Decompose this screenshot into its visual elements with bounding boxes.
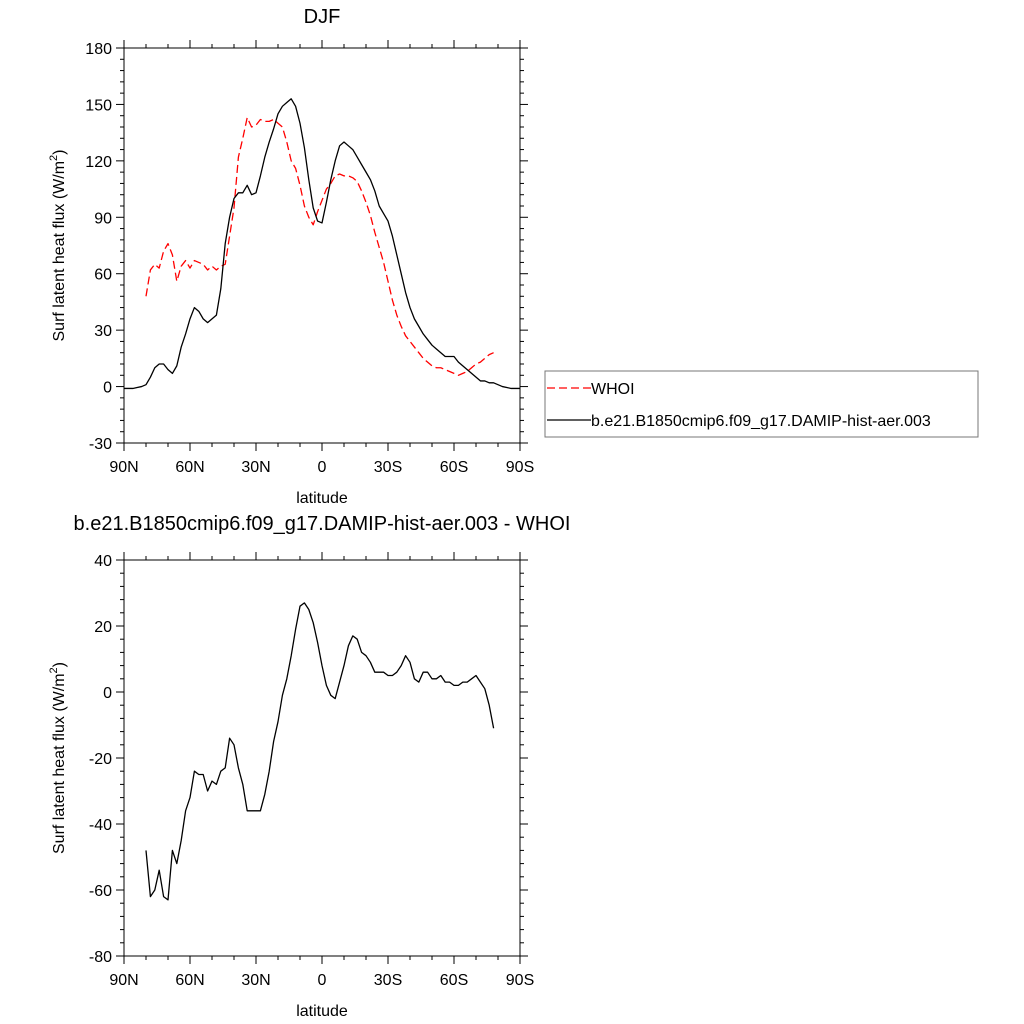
chart2-xlabel: latitude [296, 1003, 348, 1020]
chart2-xtick-label: 90N [109, 972, 138, 989]
chart2-ytick-label: -60 [89, 883, 112, 900]
top-chart: DJF -30 0 30 60 90 120 150 180 90N 60N 30N 0 30S 60S 90… [48, 6, 979, 507]
chart2-xtick-label: 90S [506, 972, 534, 989]
chart1-ytick-label: 0 [103, 380, 112, 397]
bottom-chart: b.e21.B1850cmip6.f09_g17.DAMIP-hist-aer.… [48, 513, 570, 1020]
chart1-xtick-label: 60S [440, 459, 468, 476]
chart2-ylabel-sup: 2 [48, 667, 60, 673]
chart1-series-line-whoi [145, 116, 494, 376]
chart2-xtick-label: 60N [175, 972, 204, 989]
chart1-ytick-label: -30 [89, 436, 112, 453]
chart2-ytick-label: 20 [94, 619, 112, 636]
chart1-plot-frame [123, 47, 521, 444]
legend-label-0: WHOI [591, 381, 635, 398]
chart2-ylabel: Surf latent heat flux (W/m2) [48, 662, 68, 854]
chart1-xtick-label: 30S [374, 459, 402, 476]
chart1-xtick-label: 90S [506, 459, 534, 476]
chart1-xtick-label: 0 [318, 459, 327, 476]
legend-label-1: b.e21.B1850cmip6.f09_g17.DAMIP-hist-aer.… [591, 413, 931, 430]
chart1-ytick-label: 120 [85, 154, 112, 171]
chart1-ylabel-sup: 2 [48, 155, 60, 161]
chart1-ylabel: Surf latent heat flux (W/m2) [48, 150, 68, 342]
chart1-ylabel-text: Surf latent heat flux (W/m [51, 161, 68, 342]
chart2-plot-frame [123, 559, 521, 957]
chart2-xtick-label: 30N [241, 972, 270, 989]
chart2-ylabel-text: Surf latent heat flux (W/m [51, 673, 68, 854]
chart2-title: b.e21.B1850cmip6.f09_g17.DAMIP-hist-aer.… [74, 513, 571, 535]
chart2-xtick-label: 60S [440, 972, 468, 989]
chart1-title: DJF [304, 6, 341, 28]
chart2-ylabel-close: ) [51, 662, 68, 667]
chart1-xtick-label: 30N [241, 459, 270, 476]
chart1-ytick-label: 150 [85, 97, 112, 114]
chart1-series-line-model [124, 98, 520, 390]
chart2-ytick-label: -20 [89, 751, 112, 768]
legend-box [544, 370, 979, 438]
chart1-xtick-label: 60N [175, 459, 204, 476]
chart2-ytick-label: -40 [89, 817, 112, 834]
chart2-series-line-difference [145, 602, 495, 901]
chart1-ytick-label: 90 [94, 210, 112, 227]
chart1-ylabel-close: ) [51, 150, 68, 155]
chart1-ytick-label: 60 [94, 267, 112, 284]
chart1-ytick-label: 30 [94, 323, 112, 340]
chart2-ytick-label: 40 [94, 553, 112, 570]
chart2-xtick-label: 30S [374, 972, 402, 989]
chart2-xtick-label: 0 [318, 972, 327, 989]
chart2-ytick-label: -80 [89, 949, 112, 966]
chart1-xlabel: latitude [296, 490, 348, 507]
chart1-ytick-label: 180 [85, 41, 112, 58]
chart1-xtick-label: 90N [109, 459, 138, 476]
chart2-ytick-label: 0 [103, 685, 112, 702]
